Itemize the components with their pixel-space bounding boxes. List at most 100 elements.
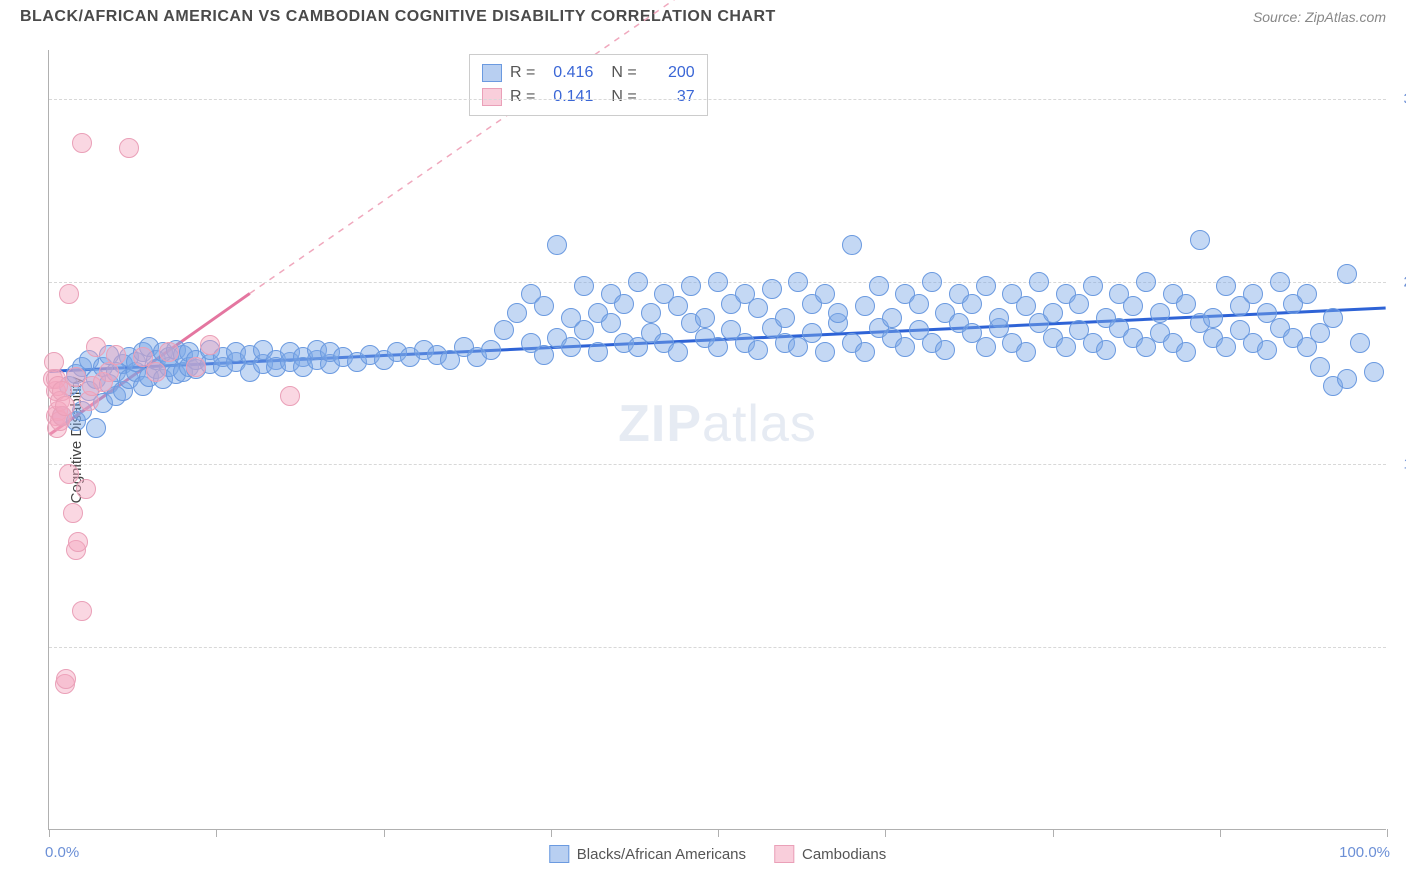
- data-point-series-0: [976, 337, 996, 357]
- data-point-series-1: [159, 342, 179, 362]
- legend-swatch-1: [774, 845, 794, 863]
- data-point-series-0: [1203, 308, 1223, 328]
- stats-legend: R = 0.416 N = 200 R = 0.141 N = 37: [469, 54, 708, 116]
- data-point-series-0: [601, 313, 621, 333]
- stats-row-series-1: R = 0.141 N = 37: [482, 85, 695, 109]
- x-tick: [885, 829, 886, 837]
- data-point-series-1: [106, 345, 126, 365]
- x-tick: [1220, 829, 1221, 837]
- data-point-series-0: [574, 276, 594, 296]
- data-point-series-1: [55, 396, 75, 416]
- data-point-series-0: [935, 340, 955, 360]
- y-tick-label: 7.5%: [1390, 639, 1406, 656]
- data-point-series-0: [989, 308, 1009, 328]
- data-point-series-0: [1016, 342, 1036, 362]
- data-point-series-0: [962, 294, 982, 314]
- data-point-series-0: [507, 303, 527, 323]
- data-point-series-1: [72, 133, 92, 153]
- y-tick-label: 15.0%: [1390, 456, 1406, 473]
- x-tick: [216, 829, 217, 837]
- data-point-series-1: [119, 138, 139, 158]
- data-point-series-0: [574, 320, 594, 340]
- data-point-series-0: [1323, 308, 1343, 328]
- y-tick-label: 30.0%: [1390, 90, 1406, 107]
- data-point-series-0: [815, 284, 835, 304]
- y-tick-label: 22.5%: [1390, 273, 1406, 290]
- data-point-series-0: [748, 298, 768, 318]
- data-point-series-0: [1243, 284, 1263, 304]
- series-legend: Blacks/African Americans Cambodians: [549, 845, 886, 863]
- data-point-series-0: [547, 235, 567, 255]
- data-point-series-0: [855, 296, 875, 316]
- data-point-series-0: [1083, 276, 1103, 296]
- swatch-series-0: [482, 64, 502, 82]
- legend-label-0: Blacks/African Americans: [577, 846, 746, 863]
- data-point-series-0: [668, 342, 688, 362]
- data-point-series-1: [200, 335, 220, 355]
- data-point-series-0: [86, 418, 106, 438]
- x-tick: [49, 829, 50, 837]
- data-point-series-1: [59, 284, 79, 304]
- data-point-series-1: [280, 386, 300, 406]
- data-point-series-0: [909, 294, 929, 314]
- data-point-series-0: [895, 337, 915, 357]
- chart-header: BLACK/AFRICAN AMERICAN VS CAMBODIAN COGN…: [0, 0, 1406, 32]
- legend-item-1: Cambodians: [774, 845, 886, 863]
- x-tick: [1053, 829, 1054, 837]
- x-tick: [718, 829, 719, 837]
- grid-line: [49, 464, 1386, 465]
- data-point-series-0: [788, 272, 808, 292]
- data-point-series-0: [855, 342, 875, 362]
- data-point-series-0: [1350, 333, 1370, 353]
- data-point-series-0: [1176, 294, 1196, 314]
- data-point-series-0: [1364, 362, 1384, 382]
- data-point-series-0: [1337, 264, 1357, 284]
- data-point-series-1: [63, 503, 83, 523]
- watermark: ZIPatlas: [618, 394, 817, 454]
- data-point-series-1: [186, 357, 206, 377]
- data-point-series-0: [1096, 340, 1116, 360]
- data-point-series-0: [668, 296, 688, 316]
- data-point-series-0: [1056, 337, 1076, 357]
- legend-item-0: Blacks/African Americans: [549, 845, 746, 863]
- chart-title: BLACK/AFRICAN AMERICAN VS CAMBODIAN COGN…: [20, 8, 776, 26]
- data-point-series-0: [1190, 230, 1210, 250]
- data-point-series-0: [1337, 369, 1357, 389]
- data-point-series-0: [1216, 276, 1236, 296]
- data-point-series-0: [1310, 357, 1330, 377]
- data-point-series-0: [815, 342, 835, 362]
- data-point-series-0: [842, 235, 862, 255]
- data-point-series-0: [588, 342, 608, 362]
- data-point-series-0: [1069, 294, 1089, 314]
- grid-line: [49, 647, 1386, 648]
- data-point-series-0: [775, 308, 795, 328]
- swatch-series-1: [482, 88, 502, 106]
- data-point-series-0: [802, 323, 822, 343]
- data-point-series-0: [1029, 272, 1049, 292]
- data-point-series-0: [1270, 272, 1290, 292]
- x-axis-min-label: 0.0%: [45, 844, 79, 861]
- data-point-series-0: [534, 296, 554, 316]
- x-axis-max-label: 100.0%: [1339, 844, 1390, 861]
- data-point-series-0: [828, 303, 848, 323]
- data-point-series-1: [76, 479, 96, 499]
- data-point-series-0: [1297, 284, 1317, 304]
- data-point-series-0: [748, 340, 768, 360]
- data-point-series-1: [86, 337, 106, 357]
- data-point-series-0: [1123, 296, 1143, 316]
- data-point-series-0: [882, 308, 902, 328]
- data-point-series-0: [1176, 342, 1196, 362]
- data-point-series-0: [922, 272, 942, 292]
- data-point-series-0: [534, 345, 554, 365]
- legend-swatch-0: [549, 845, 569, 863]
- data-point-series-0: [1216, 337, 1236, 357]
- x-tick: [1387, 829, 1388, 837]
- data-point-series-0: [494, 320, 514, 340]
- x-tick: [551, 829, 552, 837]
- data-point-series-0: [708, 272, 728, 292]
- data-point-series-1: [99, 362, 119, 382]
- data-point-series-0: [869, 276, 889, 296]
- data-point-series-0: [708, 337, 728, 357]
- data-point-series-1: [68, 532, 88, 552]
- data-point-series-0: [976, 276, 996, 296]
